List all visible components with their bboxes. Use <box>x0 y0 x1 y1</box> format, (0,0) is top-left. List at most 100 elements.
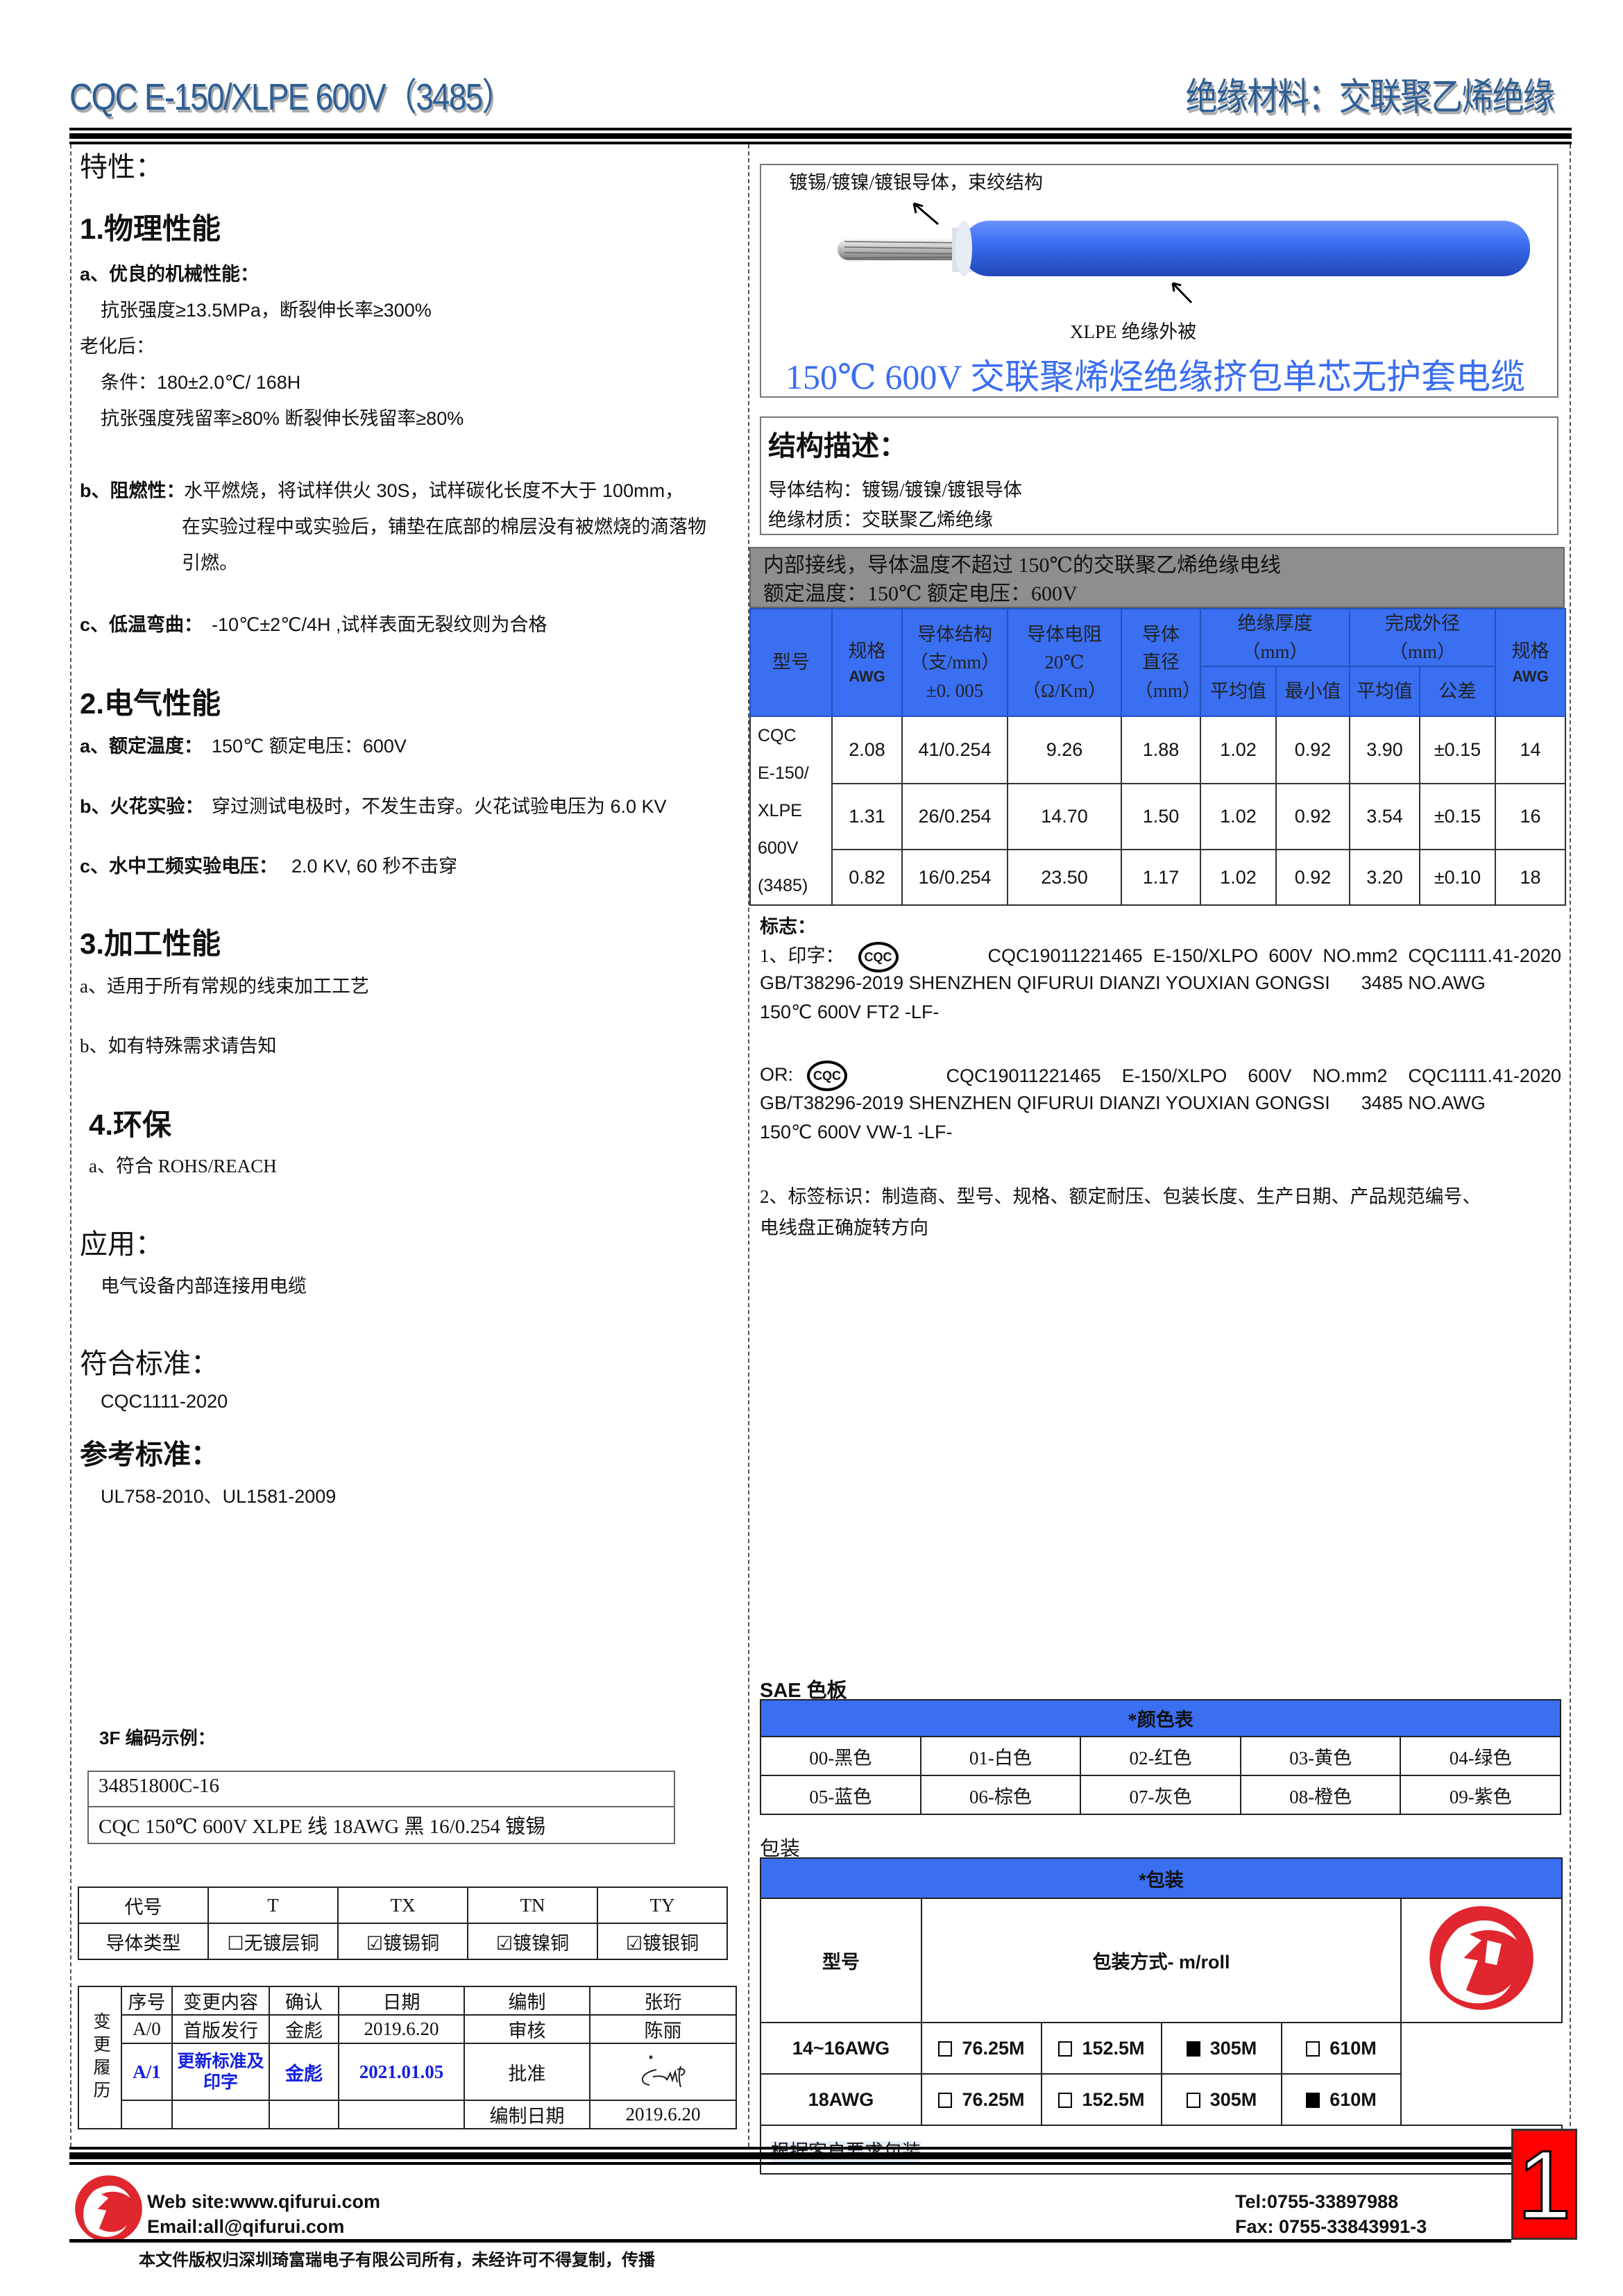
col-size2: 规格 AWG <box>1495 608 1567 717</box>
column-border <box>1570 144 1571 2147</box>
conductor-strands <box>838 238 970 260</box>
structure-box: 结构描述： 导体结构：镀锡/镀镍/镀银导体 绝缘材质：交联聚乙烯绝缘 <box>760 416 1558 535</box>
option-label: 76.25M <box>962 2088 1025 2110</box>
rev-cell: 批准 <box>464 2043 590 2101</box>
color-swatch-cell: 04-绿色 <box>1400 1736 1561 1776</box>
code-example-box: 34851800C-16 CQC 150℃ 600V XLPE 线 18AWG … <box>87 1771 675 1844</box>
option-tinned-copper[interactable]: ☑镀锡铜 <box>337 1923 468 1960</box>
reference-text: UL758-2010、UL1581-2009 <box>101 1486 337 1507</box>
col-insulation: 绝缘厚度（mm） <box>1199 608 1351 667</box>
footer-rule <box>69 2162 1511 2165</box>
packaging-option[interactable]: 610M <box>1281 2073 1402 2126</box>
marking-text: GB/T38296-2019 SHENZHEN QIFURUI DIANZI Y… <box>760 1092 1486 1113</box>
packaging-option[interactable]: 76.25M <box>921 2022 1042 2075</box>
checkbox[interactable]: ☑ <box>495 1932 513 1954</box>
model-line: CQC <box>758 726 797 745</box>
color-swatch-cell: 09-紫色 <box>1400 1775 1561 1815</box>
rev-cell: 2021.01.05 <box>338 2043 465 2101</box>
sae-heading: SAE 色板 <box>760 1680 847 1702</box>
processing-heading: 3.加工性能 <box>80 927 221 960</box>
spec-cell: 3.20 <box>1349 849 1421 906</box>
cable-diagram: 镀锡/镀镍/镀银导体，束绞结构 XLPE 绝缘外被 150℃ 600V 交联聚烯… <box>760 164 1558 398</box>
packaging-option[interactable]: 152.5M <box>1041 2073 1162 2126</box>
revision-side-label: 变更履历 <box>78 1986 122 2129</box>
mechanical-label: a、优良的机械性能： <box>80 264 260 285</box>
checkbox[interactable] <box>1306 2041 1320 2057</box>
column-divider <box>748 144 749 2147</box>
checkbox[interactable] <box>1186 2093 1200 2109</box>
rev-cell: 2019.6.20 <box>338 2014 465 2044</box>
cold-bend-text: -10℃±2℃/4H ,试样表面无裂纹则为合格 <box>212 614 547 635</box>
col-size: 规格 AWG <box>831 608 903 717</box>
website[interactable]: Web site:www.qifurui.com <box>147 2191 381 2212</box>
spec-cell: 16 <box>1495 783 1567 851</box>
checkbox[interactable] <box>1058 2093 1073 2109</box>
structure-insulation: 绝缘材质：交联聚乙烯绝缘 <box>768 509 993 530</box>
signature-image <box>641 2054 685 2087</box>
label-marking: 电线盘正确旋转方向 <box>760 1217 928 1238</box>
header-unit: AWG <box>1512 668 1549 686</box>
packaging-option[interactable]: 305M <box>1161 2022 1282 2075</box>
color-swatch-cell: 02-红色 <box>1080 1736 1241 1776</box>
spec-table: 型号 规格 AWG 导体结构（支/mm）±0. 005 导体电阻 20℃（Ω/Km… <box>749 608 1567 906</box>
spec-cell: 1.88 <box>1121 715 1201 785</box>
color-swatch-cell: 00-黑色 <box>760 1736 921 1776</box>
footer-rule-thick <box>69 2152 1511 2159</box>
marking-text: CQC19011221465 E-150/XLPO 600V NO.mm2 CQ… <box>946 1065 1561 1086</box>
color-swatch-cell: 08-橙色 <box>1239 1775 1402 1815</box>
email[interactable]: Email:all@qifurui.com <box>147 2216 345 2237</box>
spec-cell: 1.31 <box>831 783 903 851</box>
marking-prefix: OR: <box>760 1064 794 1086</box>
option-label: 305M <box>1209 2037 1257 2059</box>
checkbox[interactable] <box>1186 2041 1200 2057</box>
option-silver-copper[interactable]: ☑镀银铜 <box>597 1923 728 1960</box>
rev-cell <box>121 2100 173 2129</box>
material-title: 绝缘材料：交联聚乙烯绝缘 <box>1185 76 1555 118</box>
structure-conductor: 导体结构：镀锡/镀镍/镀银导体 <box>768 480 1023 500</box>
spark-label: b、火花实验： <box>80 796 204 817</box>
checkbox[interactable] <box>938 2041 953 2057</box>
checkbox[interactable]: ☑ <box>366 1932 384 1954</box>
code-example-line1: 34851800C-16 <box>89 1772 674 1807</box>
checkbox[interactable] <box>1058 2041 1073 2057</box>
col-resistance: 导体电阻 20℃（Ω/Km） <box>1007 608 1122 717</box>
fax: Fax: 0755-33843991-3 <box>1235 2216 1427 2237</box>
packaging-option[interactable]: 152.5M <box>1041 2022 1162 2075</box>
spec-row: CQC E-150/XLPE 600V (3485) 2.08 41/0.254 9.26 1… <box>749 715 1567 906</box>
option-nickel-copper[interactable]: ☑镀镍铜 <box>467 1923 598 1960</box>
packaging-heading: 包装 <box>760 1838 801 1860</box>
spec-cell: 3.54 <box>1349 783 1421 851</box>
env-heading: 4.环保 <box>89 1108 172 1141</box>
spec-cell: 0.92 <box>1275 715 1351 785</box>
color-swatch-cell: 05-蓝色 <box>760 1775 921 1815</box>
packaging-option[interactable]: 76.25M <box>921 2073 1042 2126</box>
water-voltage-label: c、水中工频实验电压： <box>80 856 278 877</box>
flame-label: b、阻燃性： <box>80 480 185 501</box>
checkbox[interactable] <box>938 2093 953 2109</box>
option-label: 152.5M <box>1082 2088 1145 2110</box>
packaging-option[interactable]: 610M <box>1281 2022 1402 2075</box>
rated-label: a、额定温度： <box>80 736 203 757</box>
spec-cell: 16/0.254 <box>901 849 1008 906</box>
packaging-option[interactable]: 305M <box>1161 2073 1282 2126</box>
option-bare-copper[interactable]: ☐无镀层铜 <box>207 1923 339 1960</box>
insulation-sheath <box>962 221 1530 276</box>
checkbox[interactable]: ☐ <box>227 1932 244 1954</box>
marking-text: GB/T38296-2019 SHENZHEN QIFURUI DIANZI Y… <box>760 972 1486 993</box>
spec-cell: 1.17 <box>1121 849 1201 906</box>
marking-prefix: 1、印字： <box>760 945 844 966</box>
header-rule <box>69 128 1572 130</box>
rev-cell <box>171 2100 270 2129</box>
col-ins-min: 最小值 <box>1275 666 1351 717</box>
checkbox[interactable]: ☑ <box>625 1932 643 1954</box>
checkbox[interactable] <box>1306 2093 1320 2109</box>
spec-cell: 14.70 <box>1007 783 1122 851</box>
spec-cell: 9.26 <box>1007 715 1122 785</box>
application-heading: 应用： <box>80 1229 163 1260</box>
packaging-note-cell: 根据客户要求包装 <box>759 2125 1563 2175</box>
option-label: 610M <box>1329 2088 1377 2110</box>
rev-cell: 2019.6.20 <box>589 2100 737 2129</box>
packaging-row: 18AWG 76.25M 152.5M 305M 610M <box>760 2073 1562 2126</box>
spec-cell: ±0.15 <box>1419 715 1497 785</box>
option-label: 镀锡铜 <box>383 1932 440 1954</box>
